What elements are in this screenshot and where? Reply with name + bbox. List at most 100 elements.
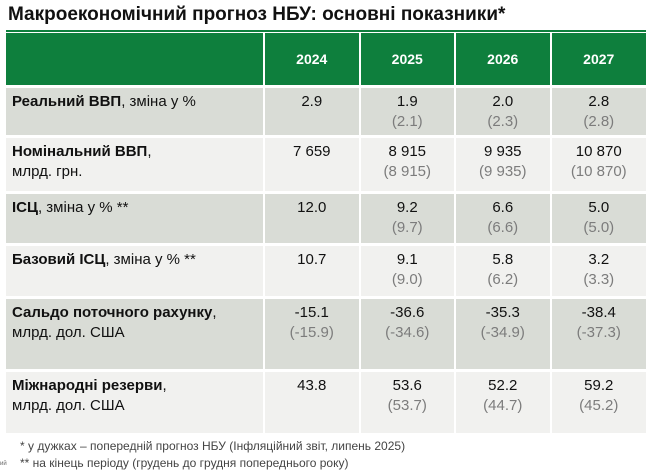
indicator-name: Сальдо поточного рахунку <box>12 304 213 321</box>
footnote: ** на кінець періоду (грудень до грудня … <box>20 456 349 470</box>
row-label: Міжнародні резерви, млрд. дол. США <box>6 369 264 433</box>
value-cell: 9.1 (9.0) <box>358 243 455 298</box>
value-cell: -36.6 (-34.6) <box>358 296 455 371</box>
value-cell: 9.2 (9.7) <box>358 191 455 245</box>
previous-forecast-value: (2.3) <box>487 113 519 130</box>
value-cell: -38.4 (-37.3) <box>549 296 646 371</box>
forecast-value: 5.8 <box>492 251 514 268</box>
header-corner-cell <box>6 33 264 87</box>
previous-forecast-value: (6.6) <box>487 219 519 236</box>
indicator-unit-line2: млрд. дол. США <box>12 324 125 341</box>
previous-forecast-value: (-34.6) <box>385 324 430 341</box>
previous-forecast-value: (-34.9) <box>480 324 525 341</box>
value-cell: 53.6 (53.7) <box>358 369 455 433</box>
table-row: Номінальний ВВП, млрд. грн. 7 659 8 915 (8… <box>6 135 646 193</box>
value-cell: -15.1 (-15.9) <box>263 296 360 371</box>
previous-forecast-value: (8 915) <box>383 163 432 180</box>
forecast-value: 53.6 <box>392 377 422 394</box>
forecast-value: 12.0 <box>297 199 327 216</box>
value-cell: 6.6 (6.6) <box>454 191 551 245</box>
forecast-value: 8 915 <box>388 143 427 160</box>
indicator-name: Міжнародні резерви <box>12 377 163 394</box>
year-header: 2024 <box>263 33 360 87</box>
row-label: ІСЦ, зміна у % ** <box>6 191 264 245</box>
forecast-value: 59.2 <box>584 377 614 394</box>
year-header: 2025 <box>358 33 455 87</box>
value-cell: 9 935 (9 935) <box>454 135 551 193</box>
value-cell: 3.2 (3.3) <box>549 243 646 298</box>
value-cell: 52.2 (44.7) <box>454 369 551 433</box>
year-header: 2027 <box>549 33 646 87</box>
table-row: Міжнародні резерви, млрд. дол. США 43.8 5… <box>6 369 646 433</box>
previous-forecast-value: (-15.9) <box>289 324 334 341</box>
forecast-value: -35.3 <box>485 304 520 321</box>
forecast-value: 1.9 <box>396 93 418 110</box>
previous-forecast-value: (10 870) <box>570 163 627 180</box>
indicator-unit: , зміна у % ** <box>37 199 129 216</box>
previous-forecast-value: (6.2) <box>487 271 519 288</box>
indicator-unit-line2: млрд. дол. США <box>12 397 125 414</box>
value-cell: 5.0 (5.0) <box>549 191 646 245</box>
table-row: Сальдо поточного рахунку, млрд. дол. США … <box>6 296 646 371</box>
previous-forecast-value: (3.3) <box>583 271 615 288</box>
forecast-value: 5.0 <box>588 199 610 216</box>
page-title: Макроекономічний прогноз НБУ: основні по… <box>8 4 506 25</box>
previous-forecast-value: (2.8) <box>583 113 615 130</box>
value-cell: -35.3 (-34.9) <box>454 296 551 371</box>
year-header: 2026 <box>454 33 551 87</box>
value-cell: 5.8 (6.2) <box>454 243 551 298</box>
indicator-name: ІСЦ <box>12 199 38 216</box>
forecast-value: -15.1 <box>294 304 329 321</box>
previous-forecast-value: (53.7) <box>387 397 427 414</box>
forecast-value: 6.6 <box>492 199 514 216</box>
forecast-value: -38.4 <box>581 304 616 321</box>
value-cell: 10.7 <box>263 243 360 298</box>
previous-forecast-value: (5.0) <box>583 219 615 236</box>
value-cell: 59.2 (45.2) <box>549 369 646 433</box>
previous-forecast-value: (44.7) <box>483 397 523 414</box>
forecast-value: 9.1 <box>396 251 418 268</box>
forecast-value: 2.9 <box>301 93 323 110</box>
table-row: Базовий ІСЦ, зміна у % ** 10.7 9.1 (9.0) … <box>6 243 646 298</box>
table-row: ІСЦ, зміна у % ** 12.0 9.2 (9.7) 6.6 (6.6)… <box>6 191 646 245</box>
forecast-table: 2024 2025 2026 2027 Реальний ВВП, зміна … <box>6 33 646 433</box>
forecast-value: 3.2 <box>588 251 610 268</box>
title-divider <box>6 30 646 32</box>
forecast-value: 2.8 <box>588 93 610 110</box>
row-label: Номінальний ВВП, млрд. грн. <box>6 135 264 193</box>
value-cell: 43.8 <box>263 369 360 433</box>
indicator-name: Номінальний ВВП <box>12 143 148 160</box>
forecast-value: 43.8 <box>297 377 327 394</box>
forecast-value: 9.2 <box>396 199 418 216</box>
forecast-value: 9 935 <box>483 143 522 160</box>
previous-forecast-value: (9 935) <box>478 163 527 180</box>
forecast-value: 10.7 <box>297 251 327 268</box>
value-cell: 2.8 (2.8) <box>549 85 646 137</box>
value-cell: 7 659 <box>263 135 360 193</box>
row-label: Сальдо поточного рахунку, млрд. дол. США <box>6 296 264 371</box>
forecast-value: 2.0 <box>492 93 514 110</box>
indicator-name: Базовий ІСЦ <box>12 251 106 268</box>
forecast-value: 10 870 <box>575 143 622 160</box>
footnote: * у дужках – попередній прогноз НБУ (Інф… <box>20 439 406 453</box>
value-cell: 12.0 <box>263 191 360 245</box>
forecast-value: 52.2 <box>488 377 518 394</box>
value-cell: 1.9 (2.1) <box>358 85 455 137</box>
row-label: Базовий ІСЦ, зміна у % ** <box>6 243 264 298</box>
forecast-value: 7 659 <box>292 143 331 160</box>
indicator-unit: , <box>147 143 152 160</box>
header-row: 2024 2025 2026 2027 <box>6 33 646 87</box>
value-cell: 10 870 (10 870) <box>549 135 646 193</box>
previous-forecast-value: (2.1) <box>391 113 423 130</box>
table-row: Реальний ВВП, зміна у % 2.9 1.9 (2.1) 2.0… <box>6 85 646 137</box>
row-label: Реальний ВВП, зміна у % <box>6 85 264 137</box>
value-cell: 2.9 <box>263 85 360 137</box>
indicator-unit: , зміна у % ** <box>105 251 196 268</box>
value-cell: 2.0 (2.3) <box>454 85 551 137</box>
footnotes: * у дужках – попередній прогноз НБУ (Інф… <box>20 438 405 472</box>
value-cell: 8 915 (8 915) <box>358 135 455 193</box>
previous-forecast-value: (9.0) <box>391 271 423 288</box>
indicator-name: Реальний ВВП <box>12 93 122 110</box>
previous-forecast-value: (-37.3) <box>576 324 621 341</box>
previous-forecast-value: (9.7) <box>391 219 423 236</box>
